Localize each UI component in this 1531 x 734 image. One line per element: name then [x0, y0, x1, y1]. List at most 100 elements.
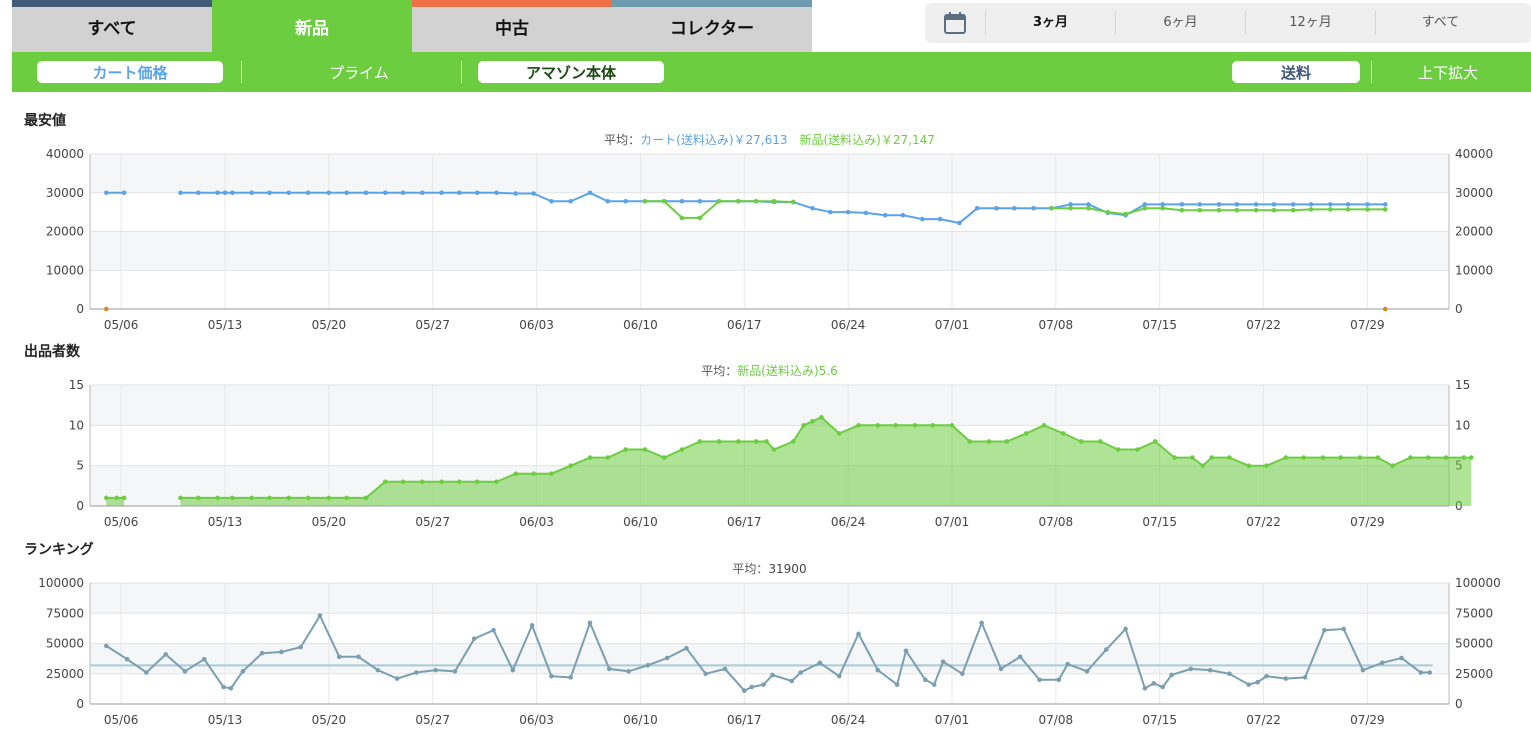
data-point — [893, 423, 898, 428]
data-point — [1360, 667, 1366, 673]
data-point — [457, 190, 462, 196]
data-point — [336, 654, 342, 660]
data-point — [414, 670, 419, 675]
tab-all[interactable]: すべて — [12, 0, 212, 52]
data-point — [994, 205, 999, 211]
x-tick-label: 06/03 — [519, 515, 554, 529]
data-point — [790, 199, 796, 205]
data-point — [1253, 207, 1259, 213]
series-line — [180, 191, 1386, 225]
prime-toggle[interactable]: プライム — [329, 63, 389, 82]
data-point — [1023, 431, 1029, 436]
data-point — [836, 673, 842, 679]
data-point — [1200, 463, 1206, 468]
data-point — [1056, 677, 1062, 683]
amazon-toggle[interactable]: アマゾン本体 — [478, 61, 664, 83]
calendar-icon[interactable] — [925, 11, 985, 35]
data-point — [1345, 207, 1351, 212]
data-point — [1041, 423, 1047, 428]
data-point — [305, 190, 311, 196]
data-point — [605, 455, 611, 460]
data-point — [1234, 202, 1240, 207]
data-point — [1123, 211, 1128, 217]
data-point — [679, 198, 685, 204]
y-tick-label: 10000 — [46, 263, 84, 277]
data-point — [1179, 207, 1185, 213]
data-point — [420, 479, 425, 485]
data-point — [249, 190, 255, 196]
data-point — [549, 471, 554, 477]
series-area — [106, 497, 125, 506]
average-label: 平均：31900 — [732, 562, 806, 576]
x-tick-label: 07/29 — [1350, 515, 1385, 529]
data-point — [753, 439, 759, 444]
data-point — [790, 439, 796, 444]
range-option-all[interactable]: すべて — [1375, 11, 1505, 35]
data-point — [228, 685, 234, 691]
tab-collector[interactable]: コレクター — [612, 0, 812, 52]
y-tick-label: 20000 — [46, 225, 84, 239]
x-tick-label: 07/01 — [935, 713, 970, 727]
data-point — [1357, 455, 1363, 460]
y-tick-label: 5 — [76, 459, 84, 473]
data-point — [1390, 463, 1395, 468]
data-point — [1264, 463, 1269, 468]
cart-price-toggle[interactable]: カート価格 — [37, 61, 223, 83]
data-point — [1086, 202, 1091, 207]
data-point — [1142, 205, 1148, 211]
data-point — [1190, 455, 1195, 460]
data-point — [819, 414, 824, 420]
x-tick-label: 05/20 — [312, 515, 347, 529]
y-tick-label-right: 20000 — [1455, 225, 1493, 239]
data-point — [1253, 202, 1259, 207]
data-point — [789, 678, 795, 684]
x-tick-label: 06/10 — [623, 318, 658, 332]
average-label: 平均：カート(送料込み)￥27,613 新品(送料込み)￥27,147 — [604, 132, 935, 147]
x-tick-label: 07/15 — [1142, 318, 1177, 332]
toolbar-divider — [1371, 61, 1372, 83]
data-point — [305, 495, 311, 501]
data-point — [967, 439, 973, 444]
plot-band — [90, 154, 1449, 193]
tab-new[interactable]: 新品 — [212, 0, 412, 52]
rank-chart-title: ランキング — [24, 542, 94, 558]
data-point — [230, 190, 235, 196]
data-point — [267, 190, 272, 196]
series-line — [644, 200, 794, 219]
data-point — [513, 191, 519, 196]
data-point — [679, 215, 685, 221]
data-point — [587, 190, 593, 196]
data-point — [697, 198, 703, 204]
data-point — [736, 439, 741, 444]
data-point — [1399, 655, 1404, 661]
range-option-3m[interactable]: 3ヶ月 — [985, 11, 1115, 35]
x-tick-label: 07/08 — [1039, 515, 1074, 529]
shipping-toggle[interactable]: 送料 — [1232, 61, 1360, 83]
data-point — [845, 209, 851, 215]
data-point — [801, 423, 806, 428]
range-option-12m[interactable]: 12ヶ月 — [1245, 11, 1375, 35]
data-point — [798, 670, 803, 675]
data-point — [474, 190, 480, 196]
y-tick-label: 40000 — [46, 147, 84, 161]
x-tick-label: 06/03 — [519, 318, 554, 332]
vertical-zoom-toggle[interactable]: 上下拡大 — [1417, 63, 1478, 82]
data-point — [104, 190, 109, 196]
data-point — [531, 191, 536, 196]
data-point — [1308, 207, 1314, 212]
data-point — [1320, 455, 1326, 460]
data-point — [1283, 455, 1289, 460]
data-point — [1068, 205, 1073, 211]
data-point — [510, 667, 516, 673]
data-point — [587, 620, 593, 626]
y-tick-label-right: 0 — [1455, 697, 1463, 711]
tab-used[interactable]: 中古 — [412, 0, 612, 52]
data-point — [452, 669, 458, 674]
range-option-6m[interactable]: 6ヶ月 — [1115, 11, 1245, 35]
data-point — [856, 423, 861, 428]
data-point — [344, 495, 349, 501]
x-tick-label: 05/27 — [415, 713, 450, 727]
data-point — [679, 447, 685, 452]
data-point — [1308, 202, 1314, 207]
tab-label: コレクター — [669, 18, 755, 39]
